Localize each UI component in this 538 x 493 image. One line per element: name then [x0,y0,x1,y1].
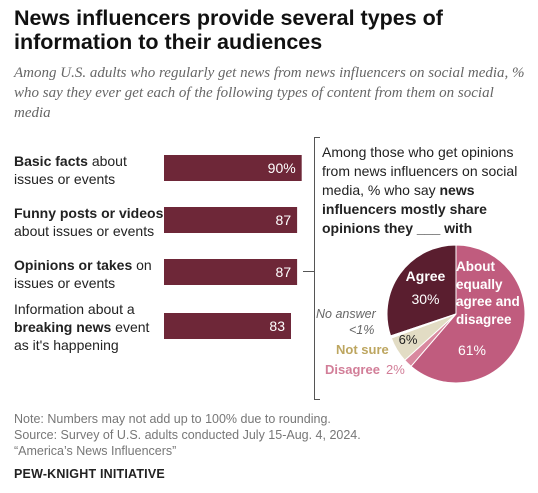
bracket-top-tick [314,137,320,138]
bar-3 [164,313,291,339]
bar-label-funny-posts: Funny posts or videos about issues or ev… [14,205,164,239]
chart-subtitle: Among U.S. adults who regularly get news… [14,65,525,121]
bar-label-basic-facts: Basic facts about issues or events [14,153,127,187]
pie-slice-about-equally [410,244,526,384]
chart-title: News influencers provide several types o… [14,6,443,54]
pie-label-disagree: Disagree [325,362,380,377]
bar-label-opinions: Opinions or takes on issues or events [14,257,152,291]
bar-value-label-2: 87 [276,264,292,280]
bar-value-label-1: 87 [276,212,292,228]
bar-2 [164,259,298,285]
bar-value-label-3: 83 [269,318,285,334]
pie-label-not-sure: Not sure [336,342,389,357]
pie-label-agree: Agree [405,268,446,284]
bar-0 [164,155,302,181]
pie-value-no-answer: <1% [349,323,375,337]
bracket-line [314,137,315,399]
pie-value-agree: 30% [411,291,440,307]
bar-value-label-0: 90% [268,160,296,176]
note-text: Note: Numbers may not add up to 100% due… [14,412,331,426]
pie-value-not-sure: 6% [398,332,418,347]
bar-1 [164,207,298,233]
pie-question: Among those who get opinions from news i… [322,144,518,236]
pie-label-no-answer: No answer [316,307,376,321]
bracket-connector [303,271,314,272]
bracket-bottom-tick [314,399,320,400]
pie-value-disagree: 2% [386,362,405,377]
brand-footer: PEW-KNIGHT INITIATIVE [14,467,165,481]
bar-label-breaking-news: Information about a breaking news event … [14,301,150,353]
pie-label-about-equally: About equally agree and disagree [456,259,520,327]
pie-slice-agree [386,244,457,337]
source-text: Source: Survey of U.S. adults conducted … [14,428,361,442]
pie-value-about-equally: 61% [457,342,487,358]
report-text: “America’s News Influencers” [14,444,177,458]
pie-slice-no-answer [389,313,457,339]
